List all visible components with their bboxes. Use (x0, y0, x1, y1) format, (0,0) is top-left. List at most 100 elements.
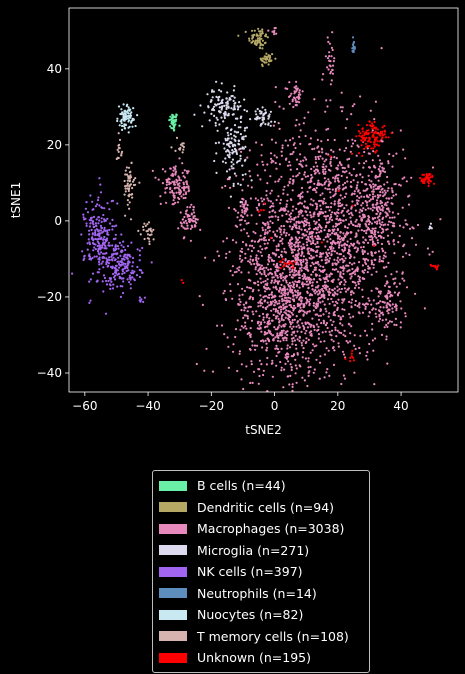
data-point (142, 228, 145, 231)
data-point (296, 255, 299, 258)
data-point (269, 157, 273, 160)
data-point (291, 319, 294, 322)
data-point (261, 312, 265, 316)
data-point (270, 161, 273, 164)
data-point (123, 265, 127, 268)
data-point (317, 214, 320, 218)
data-point (242, 387, 245, 391)
data-point (126, 203, 129, 206)
data-point (161, 168, 164, 171)
data-point (328, 312, 331, 315)
data-point (366, 187, 369, 190)
data-point (299, 153, 302, 156)
data-point (435, 268, 438, 271)
data-point (312, 199, 315, 202)
data-point (265, 274, 268, 278)
data-point (295, 347, 298, 350)
data-point (342, 265, 345, 268)
data-point (270, 120, 273, 123)
data-point (291, 313, 294, 316)
data-point (336, 177, 339, 180)
data-point (386, 181, 389, 184)
data-point (283, 268, 286, 271)
data-point (227, 134, 230, 137)
data-point (361, 288, 364, 291)
data-point (169, 167, 172, 170)
data-point (292, 143, 295, 146)
data-point (341, 203, 344, 206)
data-point (99, 229, 103, 232)
data-point (312, 302, 315, 305)
data-point (356, 181, 359, 184)
data-point (374, 195, 377, 198)
data-point (344, 257, 347, 260)
data-point (357, 199, 360, 202)
data-point (301, 236, 304, 239)
data-point (256, 174, 259, 177)
data-point (266, 296, 270, 299)
data-point (343, 149, 346, 152)
data-point (285, 262, 288, 265)
data-point (365, 232, 368, 235)
data-point (336, 293, 339, 296)
data-point (288, 244, 291, 247)
data-point (298, 172, 301, 175)
data-point (280, 334, 283, 337)
y-tick-label: −40 (37, 366, 62, 380)
data-point (293, 142, 296, 145)
data-point (173, 128, 176, 132)
data-point (212, 105, 216, 108)
data-point (239, 157, 242, 160)
data-point (384, 191, 387, 194)
data-point (317, 226, 320, 229)
data-point (263, 271, 266, 274)
data-point (296, 289, 299, 292)
data-point (274, 100, 277, 104)
data-point (182, 145, 185, 149)
data-point (342, 353, 346, 356)
data-point (274, 336, 277, 339)
data-point (349, 356, 352, 359)
data-point (86, 242, 89, 245)
data-point (265, 266, 268, 269)
data-point (367, 223, 371, 226)
data-point (345, 231, 349, 234)
data-point (336, 237, 339, 240)
data-point (264, 239, 268, 242)
data-point (304, 278, 307, 281)
data-point (181, 218, 184, 221)
data-point (324, 110, 327, 113)
data-point (350, 145, 353, 148)
data-point (329, 160, 332, 164)
data-point (109, 277, 113, 280)
data-point (124, 187, 127, 190)
data-point (318, 268, 321, 272)
data-point (329, 206, 333, 209)
data-point (389, 221, 393, 224)
data-point (253, 262, 256, 266)
data-point (250, 214, 253, 217)
data-point (302, 324, 305, 327)
data-point (295, 315, 298, 318)
data-point (301, 283, 304, 286)
data-point (117, 272, 120, 275)
data-point (325, 215, 328, 218)
data-point (398, 282, 401, 285)
data-point (255, 254, 258, 257)
data-point (378, 258, 381, 261)
data-point (91, 272, 95, 275)
data-point (182, 193, 185, 196)
data-point (385, 204, 388, 207)
data-point (263, 333, 266, 336)
data-point (333, 287, 336, 290)
data-point (271, 359, 274, 362)
series-4 (71, 177, 153, 315)
data-point (130, 111, 133, 114)
data-point (352, 242, 355, 245)
data-point (296, 330, 299, 333)
data-point (117, 132, 120, 135)
data-point (292, 286, 296, 289)
data-point (122, 103, 125, 106)
data-point (263, 55, 266, 58)
x-tick-label: −40 (135, 399, 160, 413)
